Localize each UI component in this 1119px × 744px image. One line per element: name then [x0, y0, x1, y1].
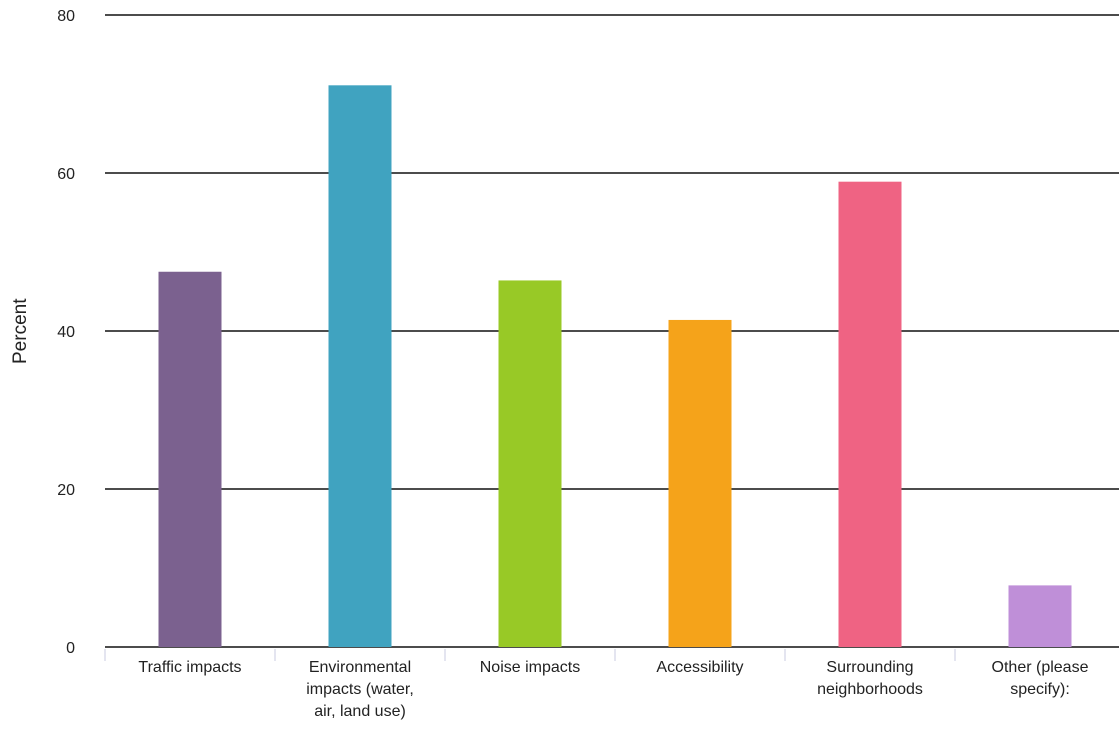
x-category-label: Environmental impacts (water, air, land us… — [280, 657, 440, 723]
bar-1 — [158, 271, 222, 647]
x-category-label-line: Traffic impacts — [138, 659, 242, 676]
x-category-label-line: Other (please — [991, 659, 1089, 676]
y-axis-ticks: 0 20 40 60 80 — [57, 8, 75, 657]
x-category-label-line: specify): — [1010, 681, 1070, 698]
y-tick-label: 20 — [57, 482, 75, 499]
bar-5 — [838, 181, 902, 647]
x-category-label-line: air, land use) — [314, 703, 406, 720]
x-category-label-line: Accessibility — [656, 659, 744, 676]
x-axis — [104, 649, 956, 661]
y-tick-label: 80 — [57, 8, 75, 25]
y-tick-label: 40 — [57, 324, 75, 341]
x-category-label-line: neighborhoods — [817, 681, 923, 698]
x-category-label: Other (please specify): — [960, 657, 1119, 701]
x-category-label: Accessibility — [620, 657, 780, 679]
x-category-label-line: Surrounding — [826, 659, 914, 676]
x-category-label-line: Noise impacts — [479, 659, 581, 676]
x-category-label: Surrounding neighborhoods — [790, 657, 950, 701]
y-tick-label: 60 — [57, 166, 75, 183]
gridlines — [105, 14, 1119, 648]
x-category-label: Noise impacts — [450, 657, 610, 679]
x-category-label-line: Environmental — [308, 659, 412, 676]
bar-4 — [668, 319, 732, 647]
x-category-label-line: impacts (water, — [306, 681, 414, 698]
bars — [158, 85, 1072, 647]
bar-6 — [1008, 585, 1072, 647]
y-tick-label: 0 — [66, 640, 75, 657]
x-category-label: Traffic impacts — [110, 657, 270, 679]
bar-2 — [328, 85, 392, 647]
bar-3 — [498, 280, 562, 647]
y-axis-label: Percent — [10, 298, 31, 364]
